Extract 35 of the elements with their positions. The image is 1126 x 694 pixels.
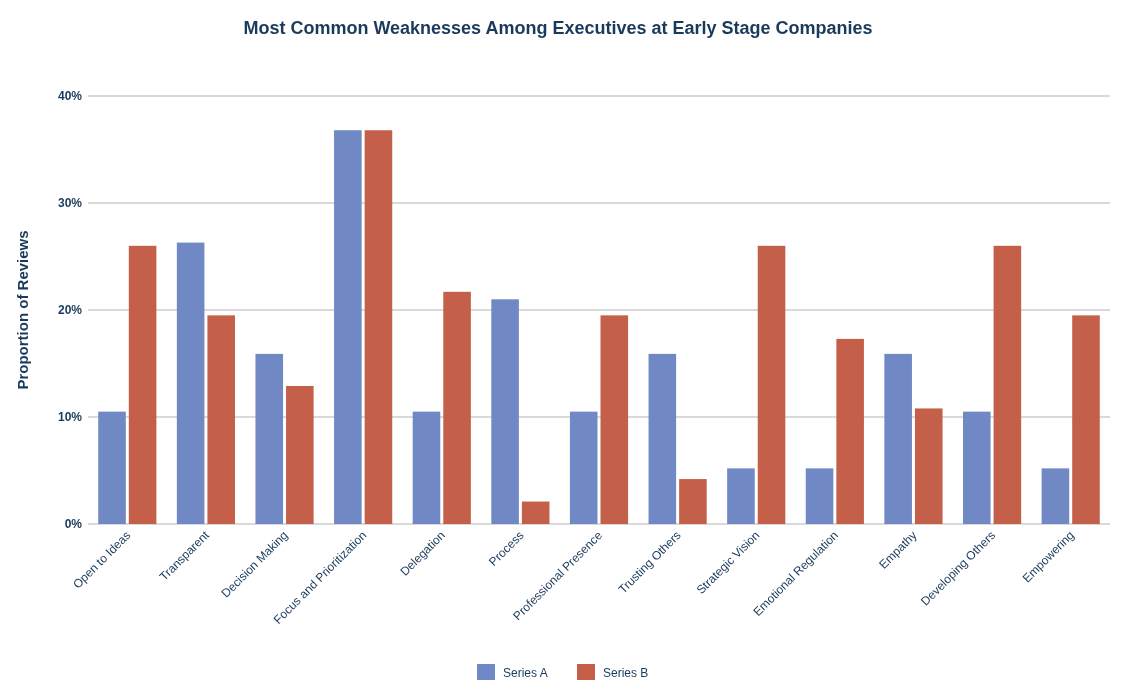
bar <box>884 353 912 524</box>
bar <box>521 501 550 524</box>
bar <box>412 411 441 524</box>
bar <box>679 479 707 524</box>
bar <box>993 245 1022 524</box>
y-tick-label: 40% <box>57 89 83 103</box>
y-tick-label: 10% <box>57 410 83 424</box>
bar <box>836 338 864 524</box>
bar <box>727 468 755 524</box>
bar <box>569 411 598 524</box>
y-tick-label: 30% <box>57 196 83 210</box>
bar <box>1041 468 1070 524</box>
chart-title: Most Common Weaknesses Among Executives at Early Stage Companies <box>243 18 873 38</box>
bar <box>1072 315 1100 524</box>
bar <box>286 385 314 524</box>
bar <box>334 130 362 524</box>
bar <box>128 245 157 524</box>
bar <box>255 353 284 524</box>
y-tick-label: 20% <box>57 303 83 317</box>
bar <box>757 245 786 524</box>
bar <box>914 408 943 524</box>
bar <box>364 130 393 524</box>
bar <box>443 291 471 524</box>
legend-label: Series B <box>603 666 649 680</box>
bar <box>98 411 126 524</box>
bar <box>600 315 629 524</box>
legend-label: Series A <box>503 666 548 680</box>
bar <box>176 242 205 524</box>
bar <box>962 411 991 524</box>
y-axis-title: Proportion of Reviews <box>14 230 31 390</box>
bar <box>207 315 236 524</box>
y-tick-label: 0% <box>64 517 83 531</box>
bar <box>491 299 519 524</box>
bar <box>648 353 677 524</box>
bar <box>805 468 834 524</box>
